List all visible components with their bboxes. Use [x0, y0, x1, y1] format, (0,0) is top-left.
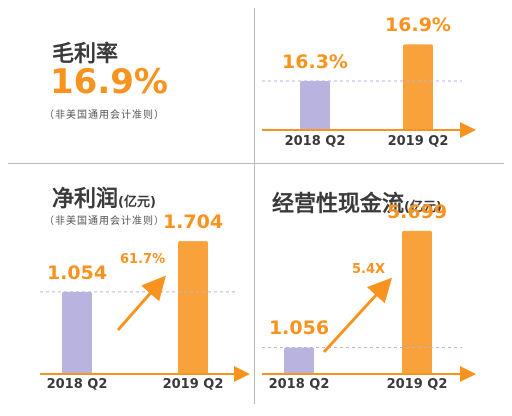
tick-label: 2018 Q2: [268, 377, 330, 392]
net-profit-note: （非美国通用会计准则）: [44, 216, 165, 227]
tick-label: 2019 Q2: [387, 134, 449, 149]
data-label: 1.054: [46, 261, 108, 284]
growth-arrow-icon: [322, 277, 393, 354]
gross-margin-value: 16.9%: [50, 62, 168, 102]
bar-2018-q2: [62, 291, 92, 374]
horizontal-divider: [8, 163, 504, 164]
data-label: 1.704: [162, 211, 224, 234]
bar-2019-q2: [402, 230, 432, 374]
gross-margin-note: （非美国通用会计准则）: [44, 110, 165, 121]
data-label: 16.9%: [385, 14, 451, 37]
cash-flow-unit: (亿元): [404, 200, 442, 215]
net-profit-unit: (亿元): [118, 195, 156, 210]
tick-label: 2019 Q2: [162, 377, 224, 392]
net-profit-title-text: 净利润: [52, 187, 119, 212]
net-profit-title: 净利润(亿元): [52, 181, 156, 213]
data-label: 16.3%: [282, 51, 348, 74]
tick-label: 2019 Q2: [386, 377, 448, 392]
gross-margin-title: 毛利率: [52, 36, 118, 68]
bar-2018-q2: [300, 81, 330, 130]
data-label: 1.056: [268, 317, 330, 340]
bar-2018-q2: [284, 347, 314, 374]
growth-arrow-icon: [116, 275, 166, 331]
growth-label: 61.7%: [120, 252, 166, 267]
bar-2019-q2: [403, 44, 433, 131]
growth-label: 5.4X: [352, 262, 386, 277]
bar-2019-q2: [178, 241, 208, 374]
data-label: 5.699: [386, 200, 448, 223]
cash-flow-title: 经营性现金流(亿元): [272, 186, 442, 218]
vertical-divider: [254, 8, 255, 404]
cash-flow-title-text: 经营性现金流: [272, 192, 405, 217]
tick-label: 2018 Q2: [46, 377, 108, 392]
tick-label: 2018 Q2: [284, 134, 346, 149]
gross-margin-title-text: 毛利率: [52, 42, 119, 67]
